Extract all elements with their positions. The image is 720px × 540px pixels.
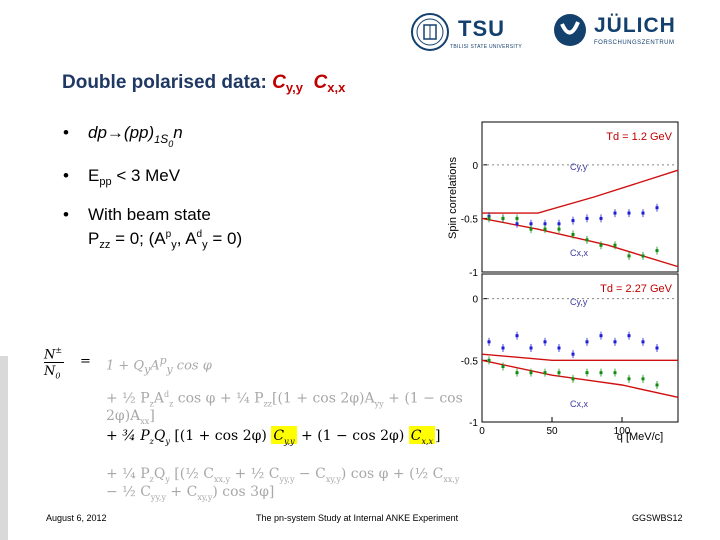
bottom-plot-frame [481,273,679,423]
formula-line3: + ¾ PzQy [(1 + cos 2φ) Cy,y + (1 − cos 2… [106,426,441,446]
series-label-0-0: Cy,y [570,162,588,172]
julich-logo-text: JÜLICH [594,14,676,37]
series-label-1-0: Cy,y [570,297,588,307]
bottom-xlabel: q [MeV/c] [617,431,663,443]
theory-curve-1-0 [481,353,678,362]
theory-curve-1-1 [481,359,679,399]
bullet-reaction: • dp→(pp)1S0n [63,123,183,149]
y-tick-label-0-0: 0 [472,161,478,172]
formula-lhs-num: N± [44,346,63,363]
cross-section-formula: N± N0 = 1 + QyApy cos φ + ½ PzAdz cos φ … [44,346,464,502]
x-tick-label-2: 100 [614,426,631,437]
bullet-beam-state: • With beam state Pzz = 0; (Apy, Ady = 0… [63,205,243,251]
tsu-emblem-icon [410,12,450,52]
series-label-0-1: Cx,x [570,248,589,258]
julich-logo-subtitle: FORSCHUNGSZENTRUM [594,40,675,46]
top-chart-title: Td = 1.2 GeV [606,131,672,143]
footer-center: The pn-system Study at Internal ANKE Exp… [256,513,459,523]
y-tick-label-1-2: -1 [469,418,478,429]
formula-equals: = [80,354,91,369]
formula-line2: + ½ PzAdz cos φ + ¼ Pzz[(1 + cos 2φ)Ayy … [106,390,463,427]
y-tick-label-0-1: -0.5 [461,214,479,225]
sidebar-strip [0,356,8,540]
formula-line4: + ¼ PzQy [(½ Cxx,y + ½ Cyy,y − Cxy,y) co… [106,466,460,502]
y-tick-label-1-1: -0.5 [461,356,479,367]
tsu-logo-text: TSU [458,16,505,41]
footer-right: GGSWBS12 [632,513,683,523]
bottom-chart-title: Td = 2.27 GeV [600,283,673,295]
tsu-logo-subtitle: TBILISI STATE UNIVERSITY [450,44,523,50]
julich-emblem-icon [552,12,588,48]
slide-title: Double polarised data: Cy,y Cx,x [62,72,346,95]
y-tick-label-0-2: -1 [469,268,478,279]
top-plot-frame [481,121,679,273]
formula-lhs-den: N0 [44,364,61,381]
x-tick-label-1: 50 [546,426,558,437]
theory-curve-0-1 [481,217,679,268]
x-tick-label-0: 0 [479,426,485,437]
y-tick-label-1-0: 0 [472,295,478,306]
formula-line1: 1 + QyApy cos φ [106,354,212,376]
series-label-1-1: Cx,x [570,399,589,409]
bullet-energy: • Epp < 3 MeV [63,166,181,188]
formula-fraction-bar [44,362,64,363]
footer-date: August 6, 2012 [46,513,107,523]
theory-curve-0-0 [482,169,679,214]
top-ylabel: Spin correlations [447,157,459,239]
